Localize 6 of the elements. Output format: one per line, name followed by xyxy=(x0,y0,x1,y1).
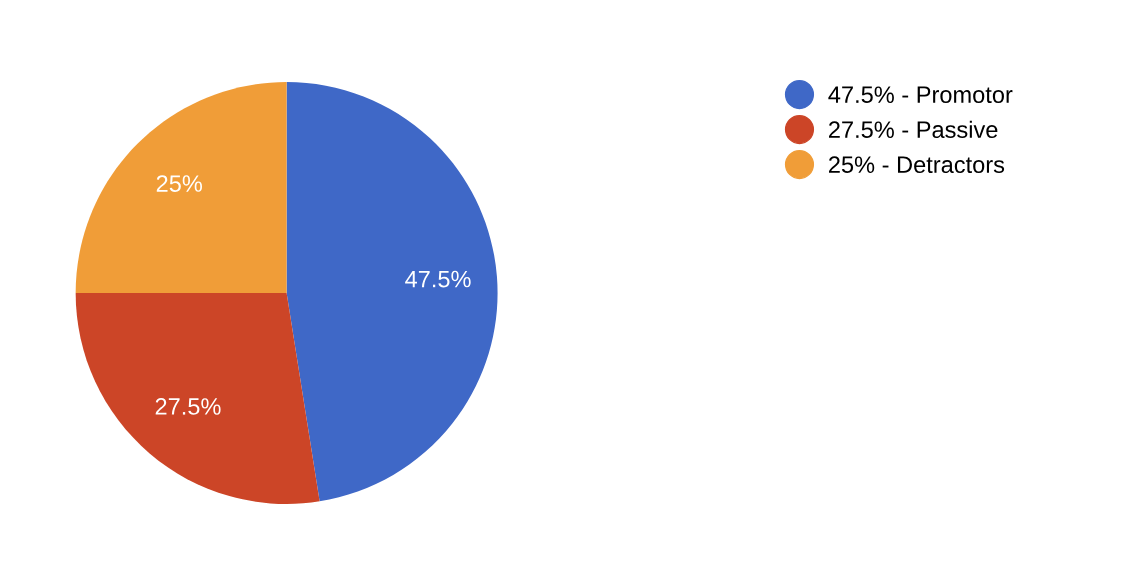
data-label: 27.5% xyxy=(155,398,221,415)
legend-label: 47.5% - Promotor xyxy=(828,86,1013,104)
data-label: 47.5% xyxy=(405,270,471,288)
legend-label: 25% - Detractors xyxy=(829,156,1005,174)
data-label: 25% xyxy=(156,175,203,192)
legend-label: 27.5% - Passive xyxy=(829,120,998,139)
